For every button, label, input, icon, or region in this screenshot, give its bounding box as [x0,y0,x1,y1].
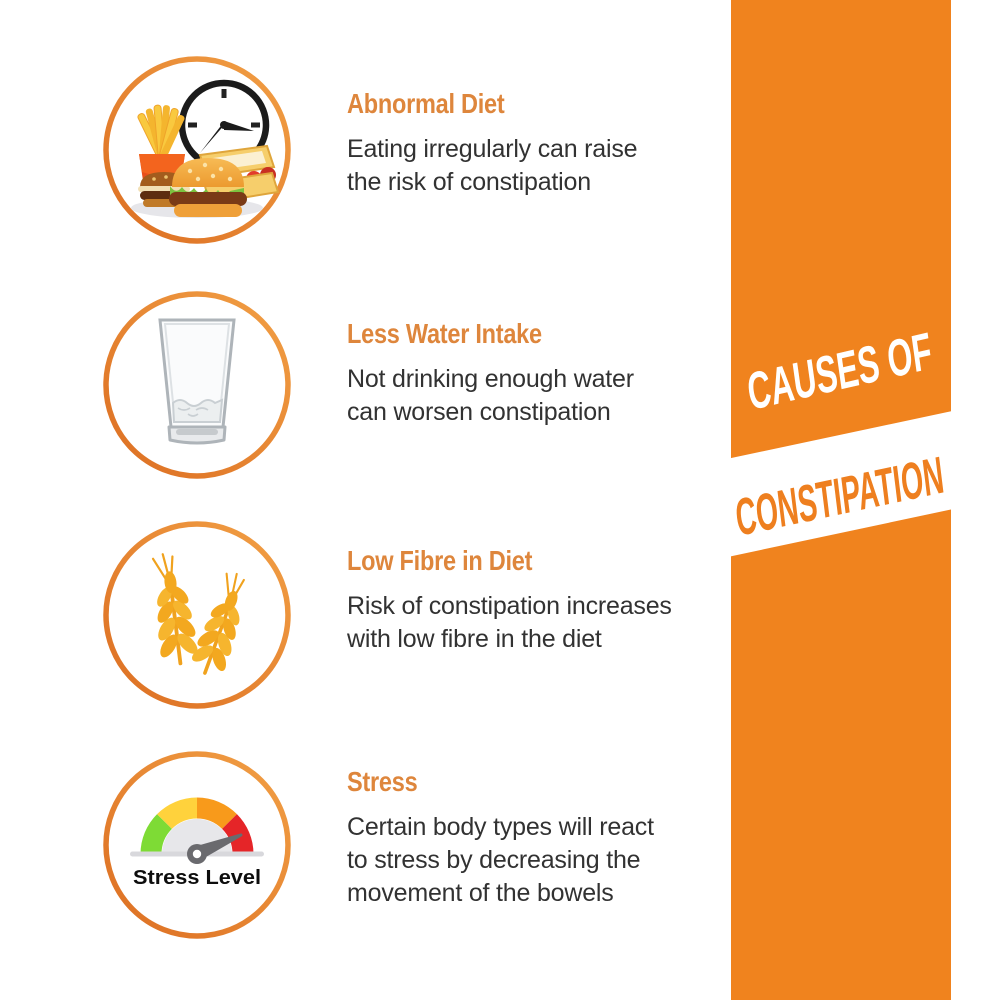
stress-level-label: Stress Level [133,867,261,889]
cause-description: Eating irregularly can raise the risk of… [347,135,638,196]
cause-title: Less Water Intake [347,318,542,349]
cause-title: Abnormal Diet [347,88,505,119]
cause-item-less-water: Less Water Intake Not drinking enough wa… [347,318,747,429]
cause-item-low-fibre: Low Fibre in Diet Risk of constipation i… [347,545,747,656]
cause-title: Stress [347,766,418,797]
cause-item-stress: Stress Certain body types will react to … [347,766,747,910]
cause-title: Low Fibre in Diet [347,545,533,576]
cause-description: Certain body types will react to stress … [347,813,654,907]
cause-item-abnormal-diet: Abnormal Diet Eating irregularly can rai… [347,88,747,199]
stress-meter-icon: Stress Level [102,750,292,940]
fast-food-clock-icon [102,55,292,245]
wheat-grain-icon [102,520,292,710]
water-glass-icon [102,290,292,480]
cause-description: Not drinking enough water can worsen con… [347,365,634,426]
cause-description: Risk of constipation increases with low … [347,592,672,653]
